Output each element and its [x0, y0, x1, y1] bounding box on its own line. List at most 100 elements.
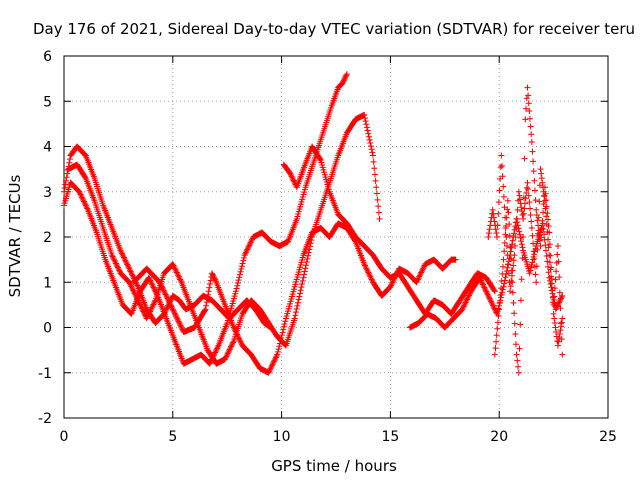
data-point: [477, 277, 484, 284]
data-point: [494, 325, 501, 332]
data-point: [177, 276, 184, 283]
data-point: [498, 277, 505, 284]
y-tick-label: 1: [43, 275, 52, 291]
data-point: [238, 266, 245, 273]
data-point: [551, 293, 558, 300]
data-point: [485, 292, 492, 299]
data-point: [498, 162, 505, 169]
data-point: [542, 247, 549, 254]
data-point: [544, 228, 551, 235]
data-point: [222, 354, 229, 361]
data-point: [535, 230, 542, 237]
data-point: [129, 286, 136, 293]
data-point: [266, 368, 273, 375]
data-point: [84, 205, 91, 212]
data-point: [128, 283, 135, 290]
data-point: [541, 193, 548, 200]
data-point: [521, 155, 528, 162]
data-point: [240, 257, 247, 264]
data-point: [552, 324, 559, 331]
data-point: [550, 301, 557, 308]
data-point: [539, 179, 546, 186]
data-point: [511, 252, 518, 259]
data-point: [207, 359, 214, 366]
data-point: [81, 151, 88, 158]
data-point: [529, 256, 536, 263]
data-point: [297, 287, 304, 294]
data-point: [122, 258, 129, 265]
data-point: [485, 234, 492, 240]
data-point: [517, 321, 524, 328]
series-arc-g: [491, 84, 566, 376]
data-point: [171, 310, 178, 317]
data-point: [212, 349, 219, 356]
data-point: [274, 351, 281, 358]
data-point: [559, 315, 566, 322]
data-point: [543, 213, 550, 220]
data-point: [508, 255, 515, 262]
data-point: [459, 305, 466, 312]
data-point: [146, 309, 153, 316]
data-point: [536, 237, 543, 244]
data-point: [551, 319, 558, 326]
data-point: [518, 204, 525, 211]
data-point: [554, 251, 561, 258]
data-point: [375, 203, 382, 210]
data-point: [368, 276, 375, 283]
data-point: [171, 265, 178, 272]
data-point: [303, 259, 310, 266]
data-point: [464, 295, 471, 302]
data-point: [503, 243, 510, 250]
data-point: [169, 306, 176, 313]
data-point: [236, 274, 243, 281]
data-point: [118, 250, 125, 257]
x-tick-label: 20: [490, 429, 508, 445]
data-point: [232, 327, 239, 334]
data-point: [203, 302, 210, 309]
data-point: [545, 244, 552, 251]
data-point: [521, 205, 528, 212]
data-point: [499, 173, 506, 180]
data-point: [136, 300, 143, 307]
data-point: [109, 253, 116, 260]
data-point: [113, 261, 120, 268]
data-point: [506, 221, 513, 228]
data-point: [234, 332, 241, 339]
data-point: [553, 329, 560, 336]
data-point: [538, 226, 545, 233]
data-point: [362, 118, 369, 125]
data-point: [66, 159, 73, 166]
data-point: [149, 304, 156, 311]
data-point: [414, 276, 421, 283]
data-point: [538, 175, 545, 182]
data-point: [553, 268, 560, 275]
data-point: [533, 263, 540, 270]
y-tick-label: 4: [43, 140, 52, 156]
data-point: [134, 295, 141, 302]
data-point: [518, 276, 525, 283]
data-point: [145, 312, 152, 319]
data-point: [267, 365, 274, 372]
data-point: [236, 335, 243, 342]
data-point: [161, 290, 168, 297]
data-point: [496, 299, 503, 306]
data-point: [511, 310, 518, 317]
data-point: [508, 244, 515, 251]
data-point: [526, 270, 533, 277]
data-point: [343, 72, 350, 79]
data-point: [305, 252, 312, 259]
data-point: [81, 199, 88, 206]
data-point: [361, 111, 368, 118]
data-point: [293, 306, 300, 313]
data-point: [505, 209, 512, 216]
data-point: [494, 222, 501, 229]
data-point: [214, 345, 221, 352]
data-point: [82, 174, 89, 181]
data-point: [151, 298, 158, 305]
data-point: [519, 255, 526, 262]
data-point: [527, 123, 534, 130]
data-point: [373, 190, 380, 197]
data-point: [371, 165, 378, 172]
data-point: [496, 306, 503, 313]
data-point: [415, 275, 422, 282]
